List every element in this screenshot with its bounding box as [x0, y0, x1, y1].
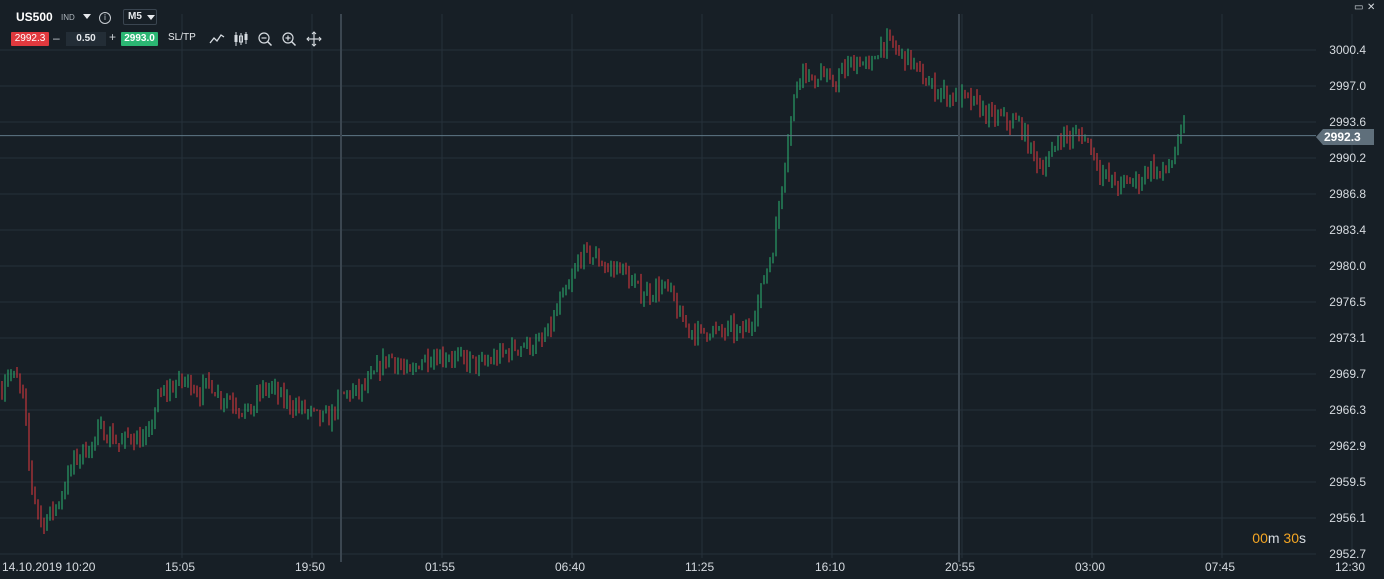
- x-tick-label: 06:40: [555, 560, 586, 574]
- symbol-type: IND: [61, 13, 75, 22]
- x-tick-label: 11:25: [685, 560, 715, 574]
- y-tick-label: 2990.2: [1329, 151, 1366, 165]
- y-tick-label: 2973.1: [1329, 331, 1366, 345]
- y-tick-label: 2983.4: [1329, 223, 1366, 237]
- x-tick-label: 20:55: [945, 560, 976, 574]
- symbol-name[interactable]: US500: [16, 10, 53, 24]
- lot-decrease-button[interactable]: –: [53, 31, 60, 45]
- timeframe-value: M5: [128, 11, 142, 22]
- x-tick-label: 14.10.2019 10:20: [2, 560, 96, 574]
- y-tick-label: 2962.9: [1329, 439, 1366, 453]
- chevron-down-icon: [147, 15, 155, 20]
- crosshair-icon[interactable]: [306, 31, 322, 47]
- y-tick-label: 2980.0: [1329, 259, 1366, 273]
- restore-window-icon[interactable]: ▭: [1354, 2, 1364, 13]
- x-tick-label: 12:30: [1335, 560, 1366, 574]
- y-tick-label: 2993.6: [1329, 115, 1366, 129]
- info-icon[interactable]: i: [99, 12, 111, 24]
- x-tick-label: 16:10: [815, 560, 846, 574]
- x-tick-label: 19:50: [295, 560, 326, 574]
- lot-size-input[interactable]: 0.50: [66, 32, 106, 46]
- candle-timer: 00m 30s: [1252, 530, 1306, 546]
- x-tick-label: 03:00: [1075, 560, 1106, 574]
- symbol-dropdown-icon[interactable]: [83, 14, 91, 19]
- y-tick-label: 2952.7: [1329, 547, 1366, 561]
- y-tick-label: 2986.8: [1329, 187, 1366, 201]
- y-tick-label: 2966.3: [1329, 403, 1366, 417]
- buy-button[interactable]: 2993.0: [121, 32, 158, 46]
- sltp-button[interactable]: SL/TP: [168, 32, 196, 43]
- timer-minutes: 00: [1252, 530, 1268, 546]
- y-tick-label: 2956.1: [1329, 511, 1366, 525]
- line-chart-icon[interactable]: [209, 31, 225, 47]
- x-tick-label: 01:55: [425, 560, 456, 574]
- sell-button[interactable]: 2992.3: [11, 32, 49, 46]
- zoom-out-icon[interactable]: [257, 31, 273, 47]
- timer-minutes-unit: m: [1267, 530, 1280, 546]
- y-tick-label: 2997.0: [1329, 79, 1366, 93]
- timer-seconds: 30: [1283, 530, 1299, 546]
- lot-increase-button[interactable]: +: [109, 30, 117, 44]
- y-tick-label: 2969.7: [1329, 367, 1366, 381]
- y-tick-label: 3000.4: [1329, 43, 1366, 57]
- zoom-in-icon[interactable]: [281, 31, 297, 47]
- x-tick-label: 07:45: [1205, 560, 1236, 574]
- y-tick-label: 2976.5: [1329, 295, 1366, 309]
- current-price-tag: 2992.3: [1316, 129, 1374, 145]
- close-window-icon[interactable]: ✕: [1367, 2, 1376, 13]
- candle-chart-icon[interactable]: [233, 31, 249, 47]
- x-tick-label: 15:05: [165, 560, 196, 574]
- y-tick-label: 2959.5: [1329, 475, 1366, 489]
- timeframe-select[interactable]: M5: [123, 9, 157, 25]
- timer-seconds-unit: s: [1299, 530, 1306, 546]
